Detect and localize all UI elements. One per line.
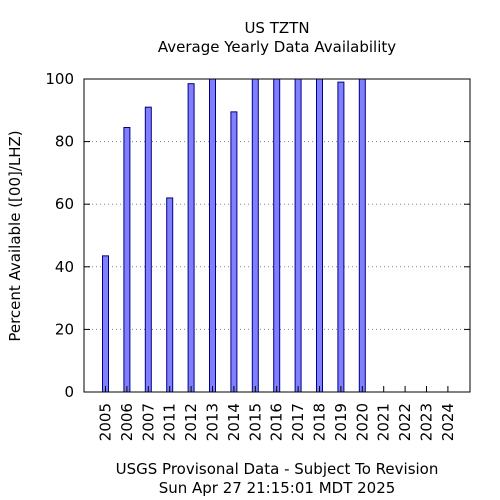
bar-2016 bbox=[273, 78, 281, 393]
bar-2006 bbox=[123, 127, 131, 393]
bar-2015 bbox=[251, 78, 259, 393]
bar-2018 bbox=[316, 78, 323, 393]
y-tick-label: 20 bbox=[55, 320, 74, 338]
bar-2007 bbox=[144, 106, 152, 393]
y-tick-label: 80 bbox=[55, 133, 74, 151]
bar-2019 bbox=[337, 81, 345, 393]
x-tick-label-2011: 2011 bbox=[161, 403, 179, 441]
y-tick-label: 60 bbox=[55, 195, 74, 213]
x-tick-label-2013: 2013 bbox=[204, 403, 222, 441]
x-tick-label-2019: 2019 bbox=[332, 403, 350, 441]
x-tick-label-2024: 2024 bbox=[439, 403, 457, 441]
x-tick-label-2006: 2006 bbox=[118, 403, 136, 441]
x-tick-label-2017: 2017 bbox=[289, 403, 307, 441]
y-axis-label: Percent Available ([00]/LHZ) bbox=[6, 130, 24, 341]
bar-2005 bbox=[102, 255, 109, 393]
y-tick-label: 0 bbox=[64, 383, 74, 401]
x-tick-label-2018: 2018 bbox=[311, 403, 329, 441]
bar-2012 bbox=[187, 83, 195, 393]
footer-disclaimer: USGS Provisonal Data - Subject To Revisi… bbox=[116, 460, 439, 478]
bar-2014 bbox=[230, 111, 238, 393]
x-tick-label-2022: 2022 bbox=[396, 403, 414, 441]
bar-2017 bbox=[294, 78, 302, 393]
chart-subtitle: Average Yearly Data Availability bbox=[158, 38, 396, 56]
x-tick-label-2021: 2021 bbox=[375, 403, 393, 441]
x-axis-ticks: 2005 2006 2007 2011 2012 2013 2014 2015 2016 2017… bbox=[97, 386, 457, 441]
x-tick-label-2016: 2016 bbox=[268, 403, 286, 441]
y-tick-label: 40 bbox=[55, 258, 74, 276]
x-tick-label-2012: 2012 bbox=[182, 403, 200, 441]
bars bbox=[102, 78, 366, 393]
x-tick-label-2007: 2007 bbox=[139, 403, 157, 441]
x-tick-label-2005: 2005 bbox=[97, 403, 115, 441]
x-tick-label-2023: 2023 bbox=[418, 403, 436, 441]
footer-timestamp: Sun Apr 27 21:15:01 MDT 2025 bbox=[159, 479, 396, 497]
bar-2011 bbox=[166, 197, 174, 393]
y-axis-ticks: 0 20 40 60 80 100 bbox=[45, 70, 470, 401]
chart-title: US TZTN bbox=[244, 19, 309, 37]
x-tick-label-2015: 2015 bbox=[246, 403, 264, 441]
y-tick-label: 100 bbox=[45, 70, 74, 88]
bar-2020 bbox=[358, 78, 366, 393]
bar-2013 bbox=[209, 78, 216, 393]
x-tick-label-2020: 2020 bbox=[353, 403, 371, 441]
x-tick-label-2014: 2014 bbox=[225, 403, 243, 441]
